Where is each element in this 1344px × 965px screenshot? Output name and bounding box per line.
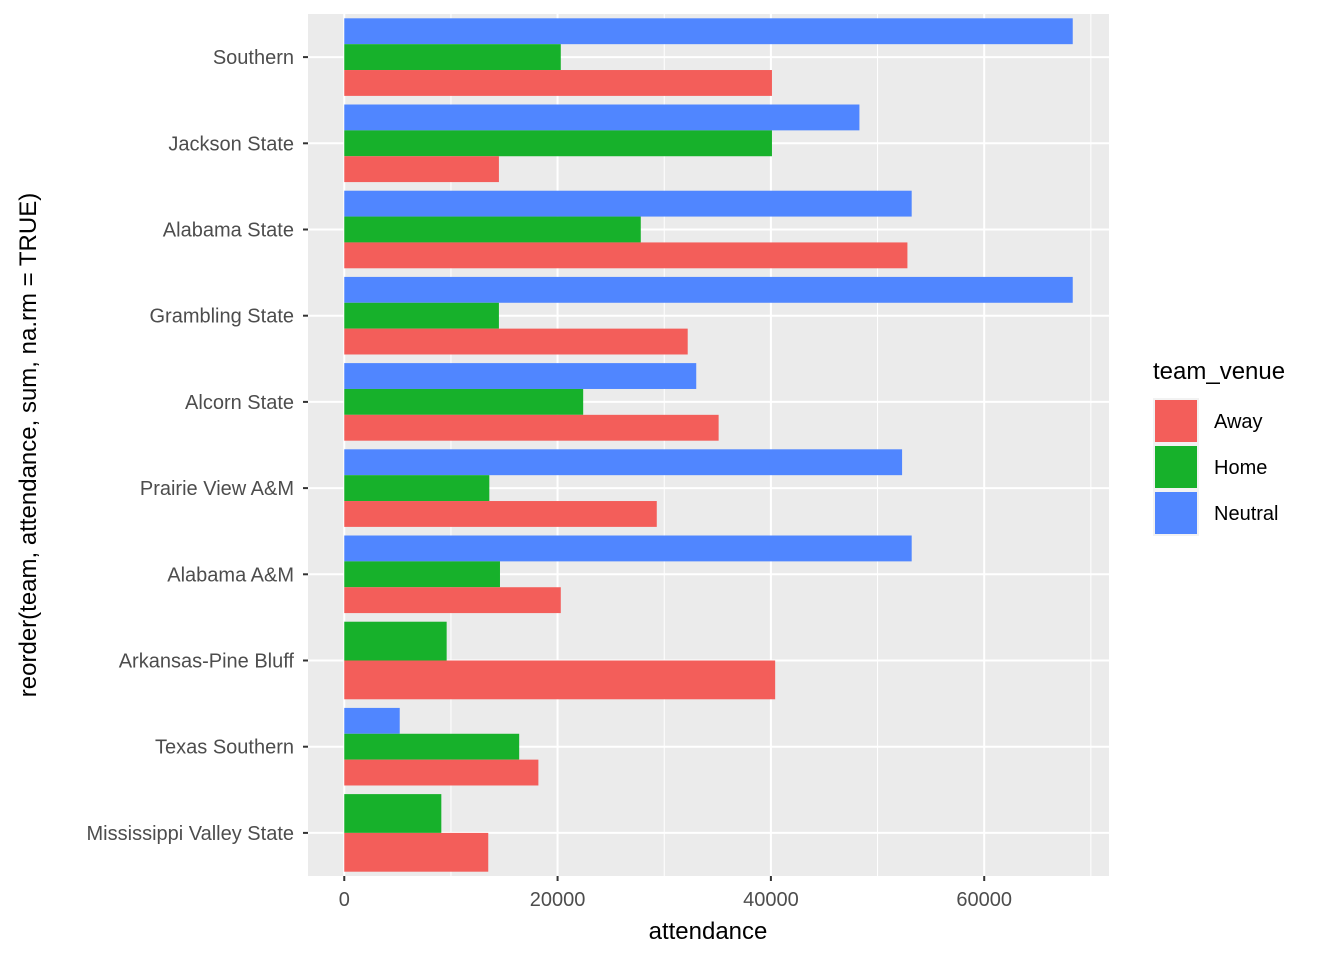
bar-away	[344, 832, 489, 872]
bar-home	[344, 621, 447, 661]
bar-home	[344, 733, 520, 760]
bar-neutral	[344, 104, 860, 131]
y-tick-label: Jackson State	[168, 133, 294, 155]
bar-neutral	[344, 707, 400, 734]
bar-away	[344, 70, 772, 96]
bar-neutral	[344, 535, 912, 562]
bar-home	[344, 388, 584, 415]
legend-label: Home	[1214, 457, 1267, 479]
bar-away	[344, 587, 561, 614]
y-tick-label: Southern	[213, 47, 294, 69]
y-tick-label: Alabama State	[163, 220, 294, 242]
bar-home	[344, 216, 641, 243]
x-tick-label: 20000	[530, 889, 586, 911]
bar-home	[344, 561, 500, 588]
bar-neutral	[344, 363, 697, 389]
bar-neutral	[344, 190, 912, 217]
bar-away	[344, 501, 657, 527]
bar-home	[344, 302, 499, 329]
y-tick-label: Arkansas-Pine Bluff	[119, 651, 295, 673]
y-tick-label: Mississippi Valley State	[87, 823, 294, 845]
legend-swatch-home	[1155, 446, 1197, 488]
bar-away	[344, 414, 719, 441]
x-axis-title: attendance	[649, 918, 768, 945]
y-tick-label: Texas Southern	[155, 737, 294, 759]
bar-home	[344, 475, 490, 502]
legend: team_venue Away Home Neutral	[1153, 358, 1285, 536]
bar-neutral	[344, 449, 903, 476]
bar-home	[344, 130, 772, 157]
bar-home	[344, 794, 442, 833]
y-tick-label: Alabama A&M	[167, 564, 294, 586]
x-tick-label: 60000	[956, 889, 1012, 911]
y-tick-label: Prairie View A&M	[140, 478, 294, 500]
legend-title: team_venue	[1153, 358, 1285, 385]
x-tick-label: 40000	[743, 889, 799, 911]
y-tick-label: Grambling State	[149, 306, 294, 328]
legend-swatch-neutral	[1155, 492, 1197, 534]
bar-away	[344, 156, 499, 183]
bar-away	[344, 660, 776, 700]
bar-neutral	[344, 18, 1073, 45]
bar-away	[344, 759, 539, 786]
bar-neutral	[344, 276, 1073, 303]
bar-away	[344, 242, 908, 269]
legend-label: Away	[1214, 411, 1263, 433]
y-axis-title: reorder(team, attendance, sum, na.rm = T…	[15, 193, 42, 697]
bar-away	[344, 328, 688, 355]
x-tick-label: 0	[339, 889, 350, 911]
y-tick-label: Alcorn State	[185, 392, 294, 414]
legend-swatch-away	[1155, 400, 1197, 442]
bar-home	[344, 44, 561, 71]
legend-label: Neutral	[1214, 503, 1278, 525]
